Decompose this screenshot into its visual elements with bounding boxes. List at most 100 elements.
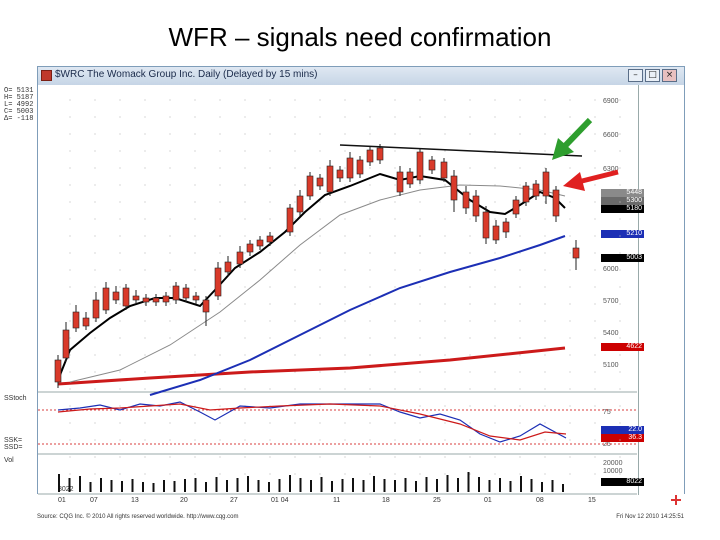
grid-dot <box>394 371 396 373</box>
grid-dot <box>444 371 446 373</box>
window-titlebar[interactable]: $WRC The Womack Group Inc. Daily (Delaye… <box>38 67 684 85</box>
grid-dot <box>344 99 346 101</box>
grid-dot <box>94 456 96 458</box>
volume-bar <box>331 481 333 492</box>
grid-dot <box>69 269 71 271</box>
grid-dot <box>119 422 121 424</box>
grid-dot <box>544 405 546 407</box>
grid-dot <box>494 167 496 169</box>
volume-bar <box>236 478 239 492</box>
grid-dot <box>519 303 521 305</box>
volume-bar <box>373 476 375 492</box>
grid-dot <box>394 218 396 220</box>
grid-dot <box>369 133 371 135</box>
grid-dot <box>344 218 346 220</box>
grid-dot <box>594 303 596 305</box>
grid-dot <box>244 422 246 424</box>
grid-dot <box>319 388 321 390</box>
grid-dot <box>469 320 471 322</box>
grid-dot <box>244 320 246 322</box>
grid-dot <box>119 133 121 135</box>
grid-dot <box>544 337 546 339</box>
grid-dot <box>394 354 396 356</box>
price-label: 6300 <box>603 166 619 173</box>
grid-dot <box>169 167 171 169</box>
grid-dot <box>244 218 246 220</box>
grid-dot <box>569 167 571 169</box>
candle-body <box>346 157 354 179</box>
grid-dot <box>494 371 496 373</box>
grid-dot <box>194 184 196 186</box>
grid-dot <box>194 405 196 407</box>
grid-dot <box>194 422 196 424</box>
grid-dot <box>444 303 446 305</box>
grid-dot <box>269 116 271 118</box>
candle-body <box>132 295 140 301</box>
grid-dot <box>419 184 421 186</box>
candle-body <box>552 189 560 217</box>
grid-dot <box>319 235 321 237</box>
candle-body <box>214 267 222 297</box>
grid-dot <box>369 218 371 220</box>
grid-dot <box>244 303 246 305</box>
grid-dot <box>219 456 221 458</box>
maximize-button[interactable]: □ <box>645 69 660 82</box>
grid-dot <box>444 184 446 186</box>
grid-dot <box>244 99 246 101</box>
grid-dot <box>219 473 221 475</box>
grid-dot <box>194 99 196 101</box>
grid-dot <box>194 388 196 390</box>
grid-dot <box>494 456 496 458</box>
grid-dot <box>369 269 371 271</box>
grid-dot <box>294 439 296 441</box>
volume-bar <box>79 476 81 492</box>
grid-dot <box>219 235 221 237</box>
grid-dot <box>219 439 221 441</box>
grid-dot <box>69 116 71 118</box>
grid-dot <box>394 337 396 339</box>
price-tag-ma-fast: 5180 <box>601 205 644 213</box>
grid-dot <box>519 422 521 424</box>
grid-dot <box>169 235 171 237</box>
resistance-trendline <box>339 144 583 157</box>
candle-body <box>306 175 314 197</box>
grid-dot <box>619 473 621 475</box>
grid-dot <box>194 201 196 203</box>
candle-body <box>416 151 424 181</box>
candle-body <box>542 171 550 197</box>
grid-dot <box>119 201 121 203</box>
stoch-tag-k: 22.0 <box>601 426 644 434</box>
minimize-button[interactable]: – <box>628 69 643 82</box>
grid-dot <box>519 184 521 186</box>
grid-dot <box>194 456 196 458</box>
grid-dot <box>119 439 121 441</box>
candle-body <box>202 299 210 313</box>
grid-dot <box>444 422 446 424</box>
grid-dot <box>369 116 371 118</box>
volume-bar <box>58 474 60 492</box>
grid-dot <box>169 473 171 475</box>
grid-dot <box>619 218 621 220</box>
grid-dot <box>169 269 171 271</box>
grid-dot <box>544 201 546 203</box>
grid-dot <box>344 167 346 169</box>
grid-dot <box>594 337 596 339</box>
grid-dot <box>469 116 471 118</box>
grid-dot <box>244 337 246 339</box>
volume-bar <box>163 480 165 492</box>
ma-slow-line <box>149 235 566 396</box>
grid-dot <box>94 201 96 203</box>
candle-body <box>172 285 180 301</box>
candle-body <box>224 261 232 273</box>
candle-body <box>356 159 364 175</box>
grid-dot <box>569 286 571 288</box>
candle-body <box>122 287 130 307</box>
grid-dot <box>94 371 96 373</box>
close-button[interactable]: × <box>662 69 677 82</box>
grid-dot <box>144 167 146 169</box>
grid-dot <box>494 405 496 407</box>
grid-dot <box>594 150 596 152</box>
grid-dot <box>519 320 521 322</box>
grid-dot <box>94 218 96 220</box>
volume-bar <box>562 484 564 492</box>
